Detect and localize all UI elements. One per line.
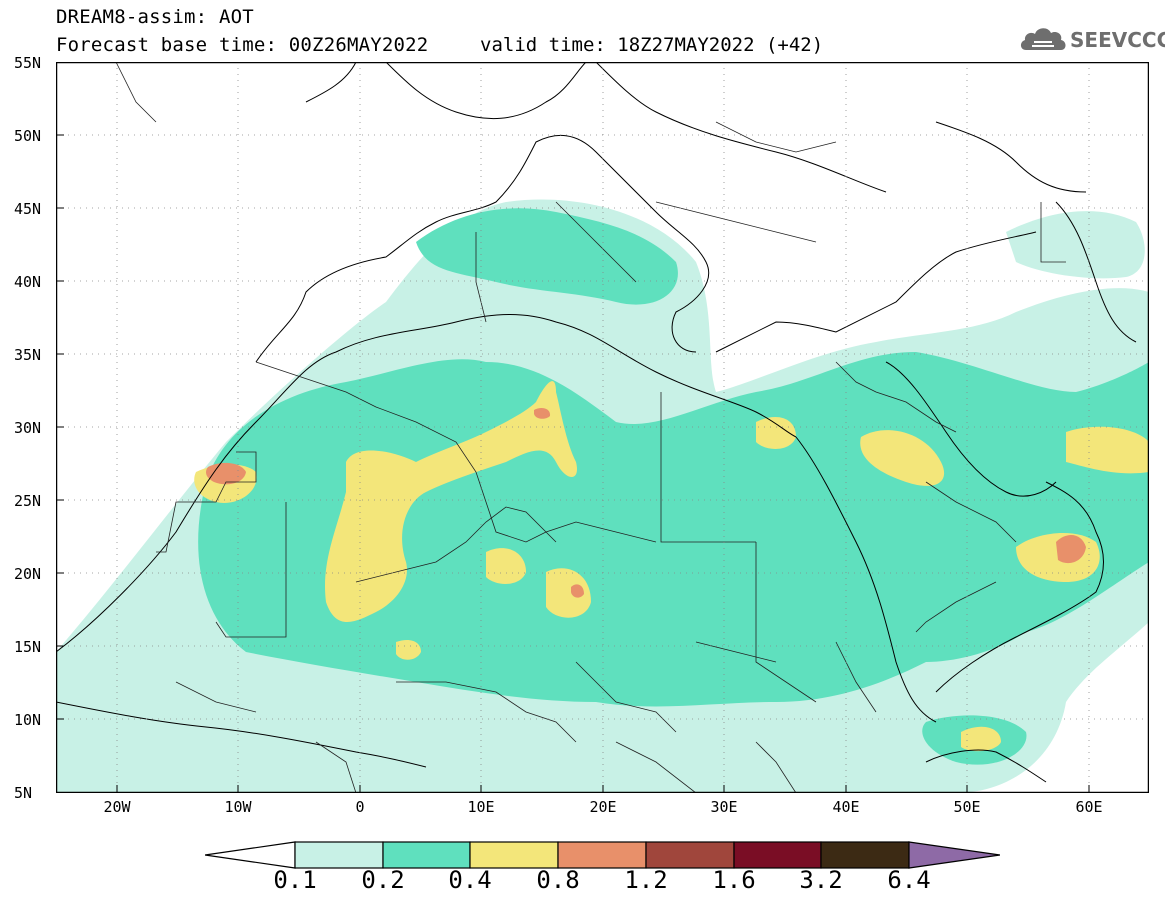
- colorbar-box: [645, 841, 735, 869]
- lat-label: 45N: [14, 200, 42, 218]
- colorbar-over-triangle: [908, 841, 1000, 869]
- map-title: DREAM8-assim: AOT: [56, 6, 254, 28]
- forecast-base-time: Forecast base time: 00Z26MAY2022: [56, 34, 429, 56]
- lat-label: 20N: [14, 565, 42, 583]
- lat-label: 50N: [14, 127, 42, 145]
- colorbar-label: 0.2: [361, 866, 405, 894]
- axis-ticks: [56, 62, 1090, 793]
- colorbar-label: 0.8: [536, 866, 580, 894]
- colorbar-label: 0.4: [448, 866, 492, 894]
- colorbar-box: [557, 841, 647, 869]
- lon-label: 0: [355, 798, 365, 816]
- colorbar-box: [294, 841, 384, 869]
- lat-label: 55N: [14, 54, 42, 72]
- map-frame: [56, 62, 1149, 793]
- lat-label: 30N: [14, 419, 42, 437]
- colorbar-label: 0.1: [273, 866, 317, 894]
- lat-label: 5N: [14, 784, 33, 802]
- colorbar-label: 3.2: [799, 866, 843, 894]
- colorbar-label: 6.4: [887, 866, 931, 894]
- colorbar-box: [733, 841, 822, 869]
- lon-label: 20W: [103, 798, 131, 816]
- seevccc-logo: [1018, 22, 1158, 58]
- lat-label: 40N: [14, 273, 42, 291]
- lat-label: 15N: [14, 638, 42, 656]
- country-borders: [115, 62, 1066, 793]
- lat-label: 35N: [14, 346, 42, 364]
- colorbar-box: [820, 841, 910, 869]
- valid-time: valid time: 18Z27MAY2022 (+42): [480, 34, 824, 56]
- colorbar-label: 1.6: [712, 866, 756, 894]
- logo-text: SEEVCCC: [1070, 28, 1165, 52]
- coastlines: [56, 62, 1137, 783]
- lon-label: 40E: [832, 798, 860, 816]
- lon-label: 50E: [953, 798, 981, 816]
- cloud-icon: [1020, 28, 1066, 50]
- lat-label: 25N: [14, 492, 42, 510]
- colorbar-label: 1.2: [624, 866, 668, 894]
- colorbar-under-triangle: [205, 841, 296, 869]
- colorbar: [205, 841, 1000, 869]
- lon-label: 20E: [589, 798, 617, 816]
- lon-label: 10E: [467, 798, 495, 816]
- lon-label: 30E: [710, 798, 738, 816]
- graticule: [56, 62, 1149, 793]
- aot-map: [56, 62, 1149, 793]
- aot-level-orange: [206, 408, 1086, 598]
- colorbar-box: [469, 841, 559, 869]
- lat-label: 10N: [14, 711, 42, 729]
- lon-label: 60E: [1075, 798, 1103, 816]
- lon-label: 10W: [224, 798, 252, 816]
- colorbar-box: [382, 841, 471, 869]
